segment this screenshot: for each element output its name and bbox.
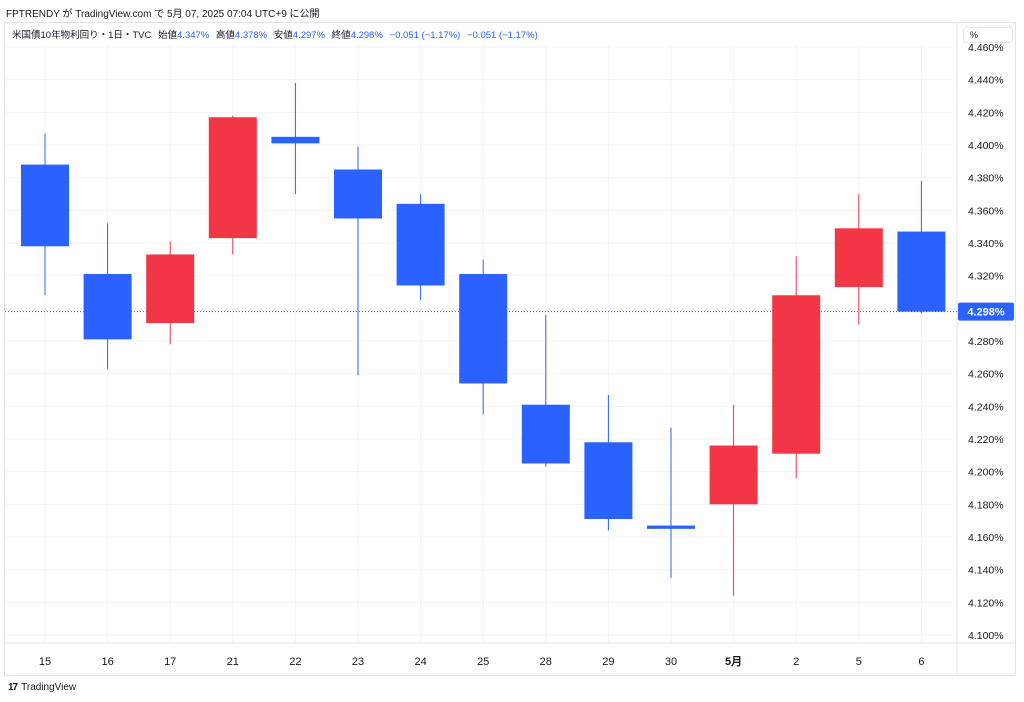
legend-open-label: 始値 [158,30,178,41]
legend-change: −0.051 (−1.17%) [389,30,461,41]
legend-high-label: 高値 [215,30,235,41]
x-tick-label: 24 [414,656,426,668]
tradingview-logo-icon: 17 [8,682,18,693]
chart-frame [4,22,1016,676]
x-tick-label: 5月 [725,655,742,668]
last-price-badge [958,302,1014,321]
x-tick-label: 28 [540,656,552,668]
y-tick-label: 4.200% [968,467,1004,479]
candle-body [208,117,257,239]
y-tick-label: 4.140% [968,565,1004,577]
candle-body [83,274,132,340]
y-tick-label: 4.340% [968,238,1004,250]
y-tick-label: 4.360% [968,205,1004,217]
publisher-line: FPTRENDY が TradingView.com で 5月 07, 2025… [6,9,320,20]
legend-low-label: 安値 [273,30,293,41]
candle-body [647,525,695,529]
x-tick-label: 16 [101,656,113,668]
publish-header: FPTRENDY が TradingView.com で 5月 07, 2025… [0,0,1024,22]
y-tick-label: 4.180% [968,499,1004,511]
legend-change-percent: −0.051 (−1.17%) [466,30,538,41]
x-tick-label: 15 [39,656,51,668]
x-tick-label: 22 [289,656,301,668]
candle-body [584,442,633,520]
y-tick-label: 4.460% [968,42,1004,54]
y-tick-label: 4.380% [968,173,1004,185]
candle-body [271,136,320,144]
y-tick-label: 4.220% [968,434,1004,446]
legend-symbol[interactable]: 米国債10年物利回り・1日・TVC [12,30,152,41]
y-tick-label: 4.260% [968,369,1004,381]
y-tick-label: 4.400% [968,140,1004,152]
x-tick-label: 29 [602,656,614,668]
unit-label: % [970,30,979,40]
y-tick-label: 4.160% [968,532,1004,544]
candle-body [521,404,570,464]
last-price-label: 4.298% [967,307,1005,319]
candle-body [21,164,69,247]
x-tick-label: 21 [227,656,239,668]
footer: 17 TradingView [8,682,76,693]
candle-body [146,254,195,324]
y-tick-label: 4.420% [968,107,1004,119]
y-tick-label: 4.280% [968,336,1004,348]
legend-close-label: 終値 [331,30,351,41]
y-tick-label: 4.100% [968,630,1004,642]
x-tick-label: 5 [856,656,862,668]
candle-body [834,228,883,288]
legend-high-value: 4.378% [234,30,268,41]
legend-close-value: 4.298% [350,30,383,41]
chart-legend: 米国債10年物利回り・1日・TVC 始値4.347% 高値4.378% 安値4.… [12,27,538,41]
candle-body [334,169,382,219]
x-tick-label: 30 [665,656,677,668]
x-tick-label: 17 [164,656,176,668]
candle-body [396,203,445,286]
y-tick-label: 4.440% [968,75,1004,87]
y-tick-label: 4.120% [968,597,1004,609]
candle-body [459,274,508,384]
legend-open-value: 4.347% [177,30,210,41]
legend-low-value: 4.297% [292,30,326,41]
x-tick-label: 23 [352,656,364,668]
y-tick-label: 4.320% [968,271,1004,283]
unit-selector[interactable]: % [963,27,1013,43]
candle-body [709,445,758,505]
candle-body [897,231,946,312]
x-tick-label: 2 [793,656,799,668]
x-tick-label: 25 [477,656,489,668]
candle-body [772,295,821,454]
footer-brand: TradingView [21,682,77,693]
y-tick-label: 4.240% [968,401,1004,413]
x-tick-label: 6 [918,656,924,668]
